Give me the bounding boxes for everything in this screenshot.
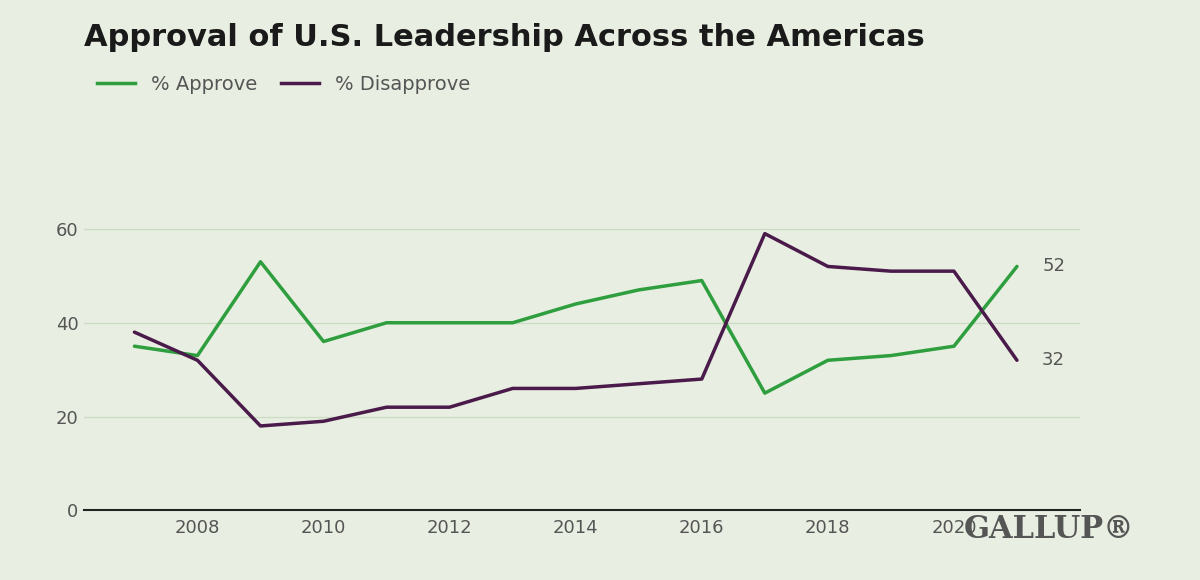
Text: 52: 52 bbox=[1042, 258, 1066, 275]
Text: Approval of U.S. Leadership Across the Americas: Approval of U.S. Leadership Across the A… bbox=[84, 23, 925, 52]
Text: 32: 32 bbox=[1042, 351, 1066, 369]
Text: GALLUP®: GALLUP® bbox=[964, 514, 1134, 545]
Legend: % Approve, % Disapprove: % Approve, % Disapprove bbox=[89, 67, 478, 102]
